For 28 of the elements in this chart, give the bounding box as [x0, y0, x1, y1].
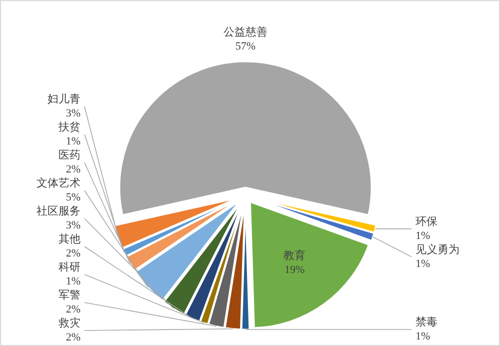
- slice-label: 公益慈善: [224, 26, 268, 38]
- data-label: 1%: [416, 230, 430, 242]
- slice-label: 军警: [58, 290, 80, 302]
- slice-label: 禁毒: [416, 316, 438, 328]
- data-label: 3%: [66, 108, 81, 120]
- data-label: 5%: [66, 192, 81, 204]
- data-label: 2%: [66, 248, 81, 260]
- slice-label: 科研: [58, 262, 80, 274]
- data-label: 1%: [416, 330, 430, 342]
- slice-label: 文体艺术: [36, 176, 80, 190]
- slice-label: 救灾: [58, 316, 80, 330]
- data-label: 1%: [66, 276, 81, 288]
- slice-label: 妇儿青: [48, 92, 80, 106]
- data-label: 1%: [416, 258, 430, 270]
- data-label: 2%: [66, 304, 81, 316]
- data-label: 2%: [66, 164, 81, 176]
- slice-label: 社区服务: [36, 204, 80, 218]
- slice-label: 见义勇为: [416, 242, 460, 256]
- data-label: 19%: [284, 264, 305, 276]
- data-label: 57%: [235, 40, 256, 52]
- data-label: 2%: [66, 332, 81, 344]
- slice-label: 教育: [284, 249, 306, 262]
- slice-label: 环保: [416, 216, 438, 228]
- slice-label: 其他: [58, 232, 80, 246]
- slice-label: 医药: [58, 148, 80, 162]
- data-label: 1%: [66, 136, 81, 148]
- data-label: 3%: [66, 220, 81, 232]
- slice-label: 扶贫: [58, 120, 80, 134]
